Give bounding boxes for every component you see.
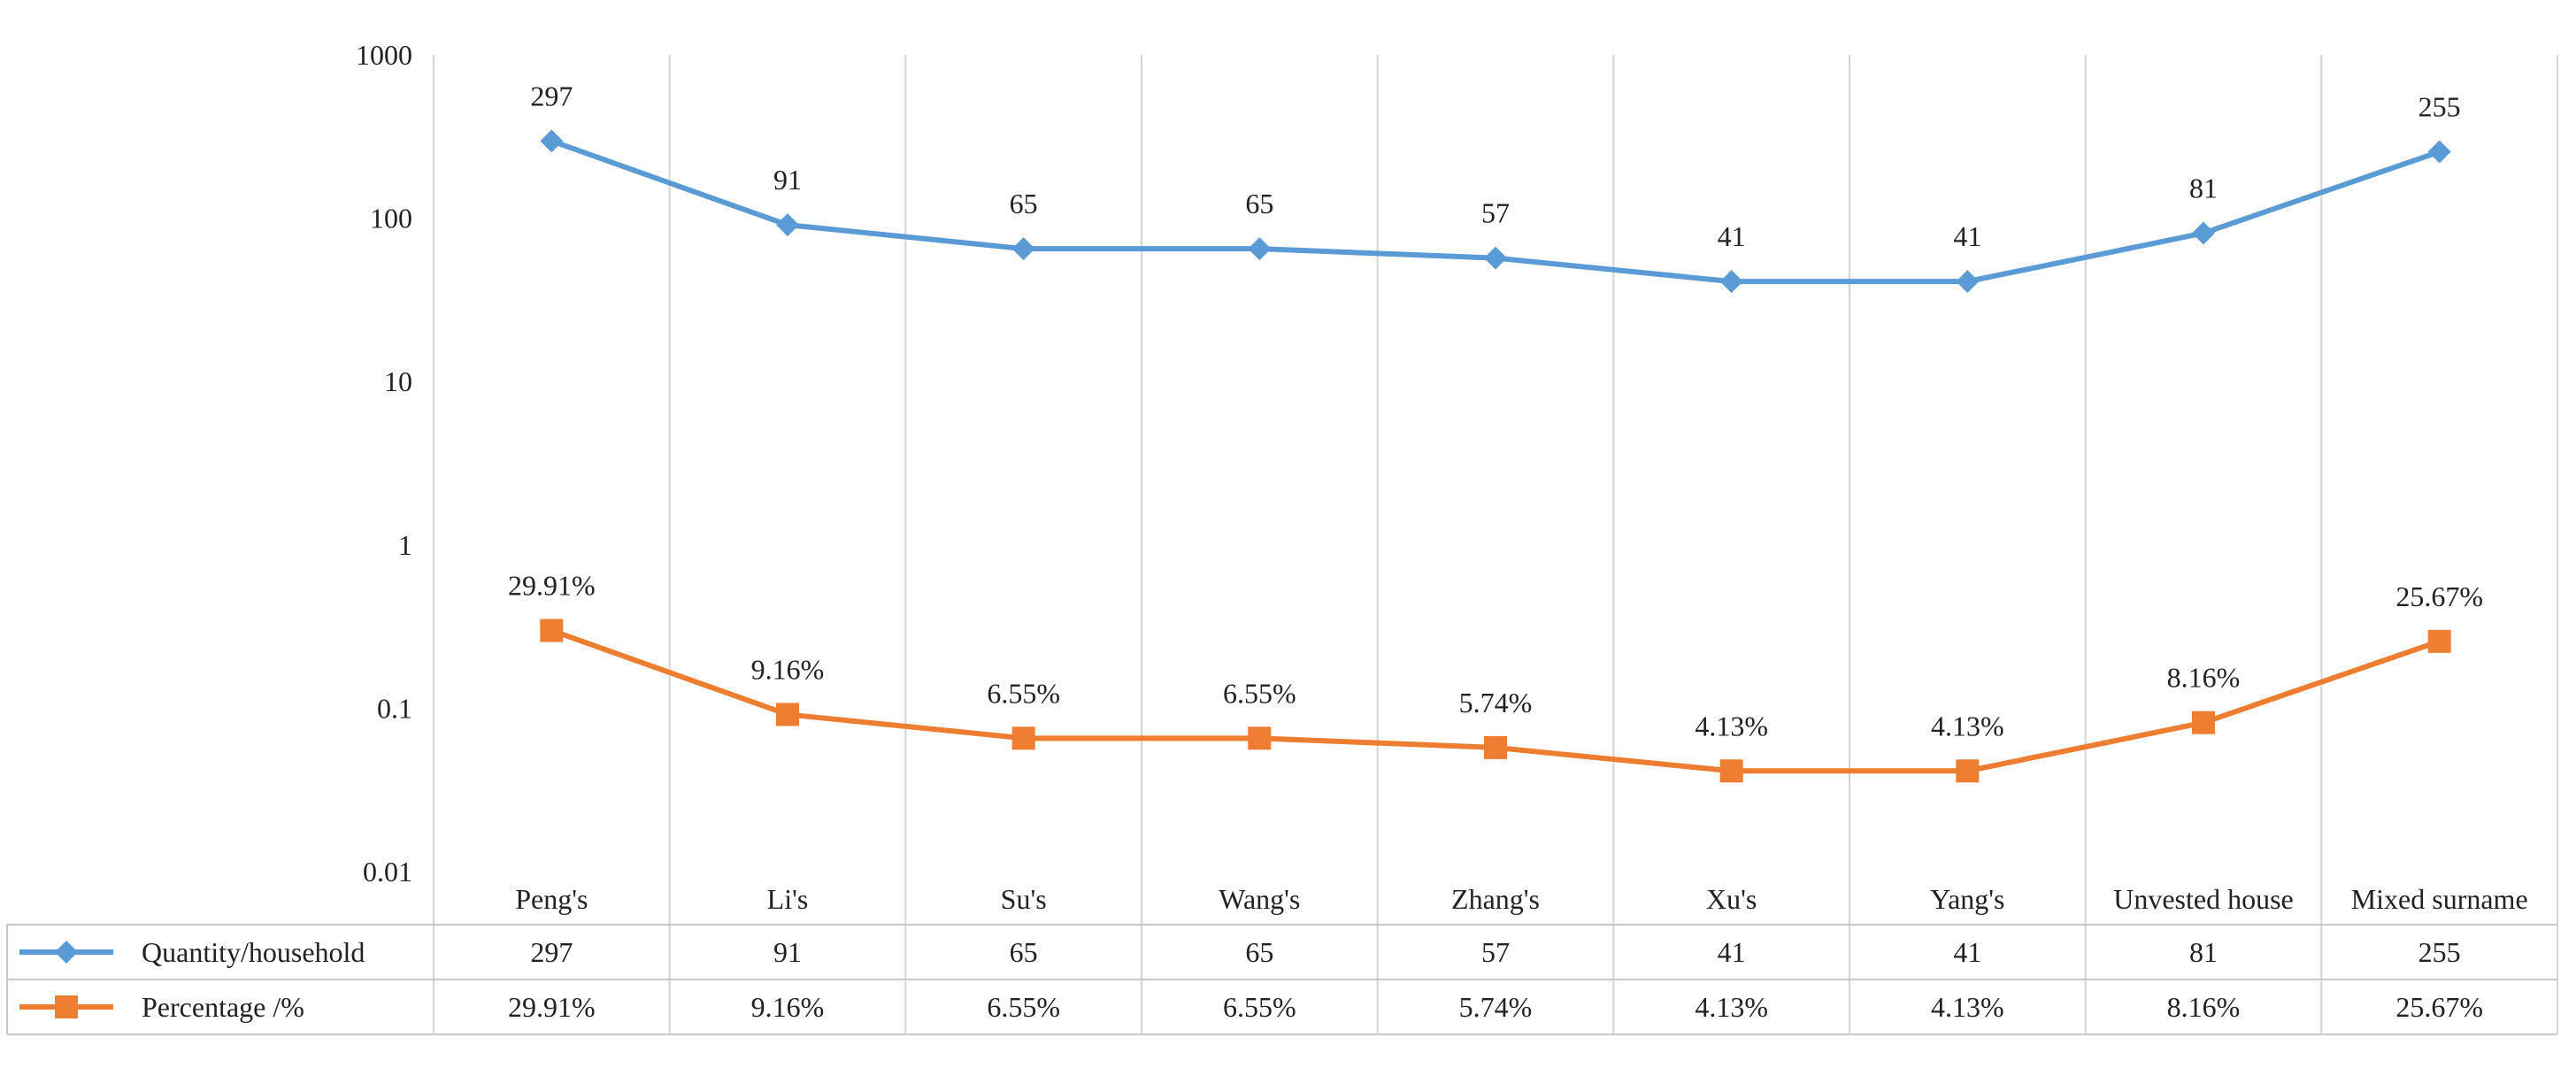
legend-marker-square	[55, 995, 78, 1018]
table-cell: 57	[1481, 936, 1510, 968]
data-point-diamond	[2427, 140, 2451, 164]
table-cell: 6.55%	[987, 991, 1060, 1023]
category-label: Su's	[1001, 883, 1047, 915]
legend-label: Percentage /%	[142, 991, 304, 1023]
table-cell: 6.55%	[1223, 991, 1296, 1023]
data-label: 6.55%	[987, 677, 1060, 709]
table-cell: 5.74%	[1459, 991, 1533, 1023]
data-label: 6.55%	[1223, 677, 1296, 709]
data-point-diamond	[1248, 237, 1272, 261]
table-cell: 297	[530, 936, 573, 968]
data-point-square	[2192, 711, 2215, 734]
table-cell: 65	[1245, 936, 1273, 968]
data-label: 81	[2189, 172, 2218, 204]
data-label: 8.16%	[2167, 662, 2241, 694]
data-label: 65	[1010, 188, 1038, 219]
table-cell: 29.91%	[508, 991, 596, 1023]
gridlines	[433, 55, 2558, 1034]
table-cell: 9.16%	[751, 991, 825, 1023]
data-point-square	[2427, 629, 2451, 653]
y-axis: 1000 100 10 1 0.1 0.01 Peng's Li's Su's Wang's Zha…	[356, 39, 2528, 915]
table-cell: 255	[2418, 936, 2461, 968]
data-label: 29.91%	[508, 570, 596, 602]
data-label: 255	[2418, 91, 2461, 123]
data-point-square	[776, 703, 799, 726]
table-cell: 8.16%	[2167, 991, 2241, 1023]
y-tick-label: 1	[398, 529, 412, 561]
table-cell: 4.13%	[1695, 991, 1768, 1023]
category-label: Unvested house	[2113, 883, 2294, 915]
data-point-square	[1719, 759, 1743, 783]
category-label: Li's	[767, 883, 809, 915]
category-label: Yang's	[1930, 883, 2004, 915]
data-point-diamond	[1956, 270, 1980, 294]
data-label: 41	[1718, 220, 1746, 252]
y-tick-label: 1000	[356, 39, 412, 71]
data-point-diamond	[540, 129, 564, 153]
data-point-square	[1956, 759, 1980, 783]
y-tick-label: 100	[370, 203, 412, 234]
y-tick-label: 10	[384, 365, 412, 397]
data-label: 5.74%	[1459, 687, 1533, 718]
table-cell: 4.13%	[1931, 991, 2004, 1023]
category-label: Mixed surname	[2351, 883, 2528, 915]
data-label: 9.16%	[751, 653, 825, 685]
data-point-square	[1248, 726, 1272, 750]
table-cell: 65	[1010, 936, 1038, 968]
category-label: Wang's	[1219, 883, 1300, 915]
category-label: Zhang's	[1451, 883, 1540, 915]
data-point-diamond	[1011, 237, 1035, 261]
table-cell: 41	[1953, 936, 1981, 968]
data-point-square	[540, 619, 564, 642]
data-label: 65	[1245, 188, 1273, 219]
data-point-diamond	[1719, 270, 1743, 294]
table-cell: 41	[1718, 936, 1746, 968]
legend-marker-diamond	[55, 941, 78, 964]
category-label: Xu's	[1706, 883, 1757, 915]
data-label: 4.13%	[1931, 710, 2004, 741]
y-tick-label: 0.1	[377, 692, 412, 724]
data-point-diamond	[1484, 246, 1507, 270]
data-label: 41	[1953, 220, 1981, 252]
table-cell: 91	[773, 936, 802, 968]
data-label: 91	[773, 164, 802, 196]
y-tick-label: 0.01	[363, 856, 412, 887]
category-label: Peng's	[515, 883, 588, 915]
data-point-square	[1484, 735, 1507, 759]
data-table: Quantity/household 297 91 65 65 57 41 41 81 255 Pe…	[6, 924, 2557, 1035]
data-label: 57	[1481, 197, 1510, 229]
data-label: 4.13%	[1695, 710, 1768, 741]
data-label: 25.67%	[2395, 580, 2483, 612]
series: 297 91 65 65 57 41 41 81 255 29.91% 9.16% 6.55% 6.55…	[508, 80, 2483, 783]
table-cell: 81	[2189, 936, 2218, 968]
data-point-square	[1011, 726, 1035, 750]
legend-label: Quantity/household	[142, 936, 365, 968]
table-cell: 25.67%	[2395, 991, 2483, 1023]
data-label: 297	[530, 80, 573, 111]
data-point-diamond	[2192, 221, 2215, 245]
data-point-diamond	[776, 213, 799, 237]
